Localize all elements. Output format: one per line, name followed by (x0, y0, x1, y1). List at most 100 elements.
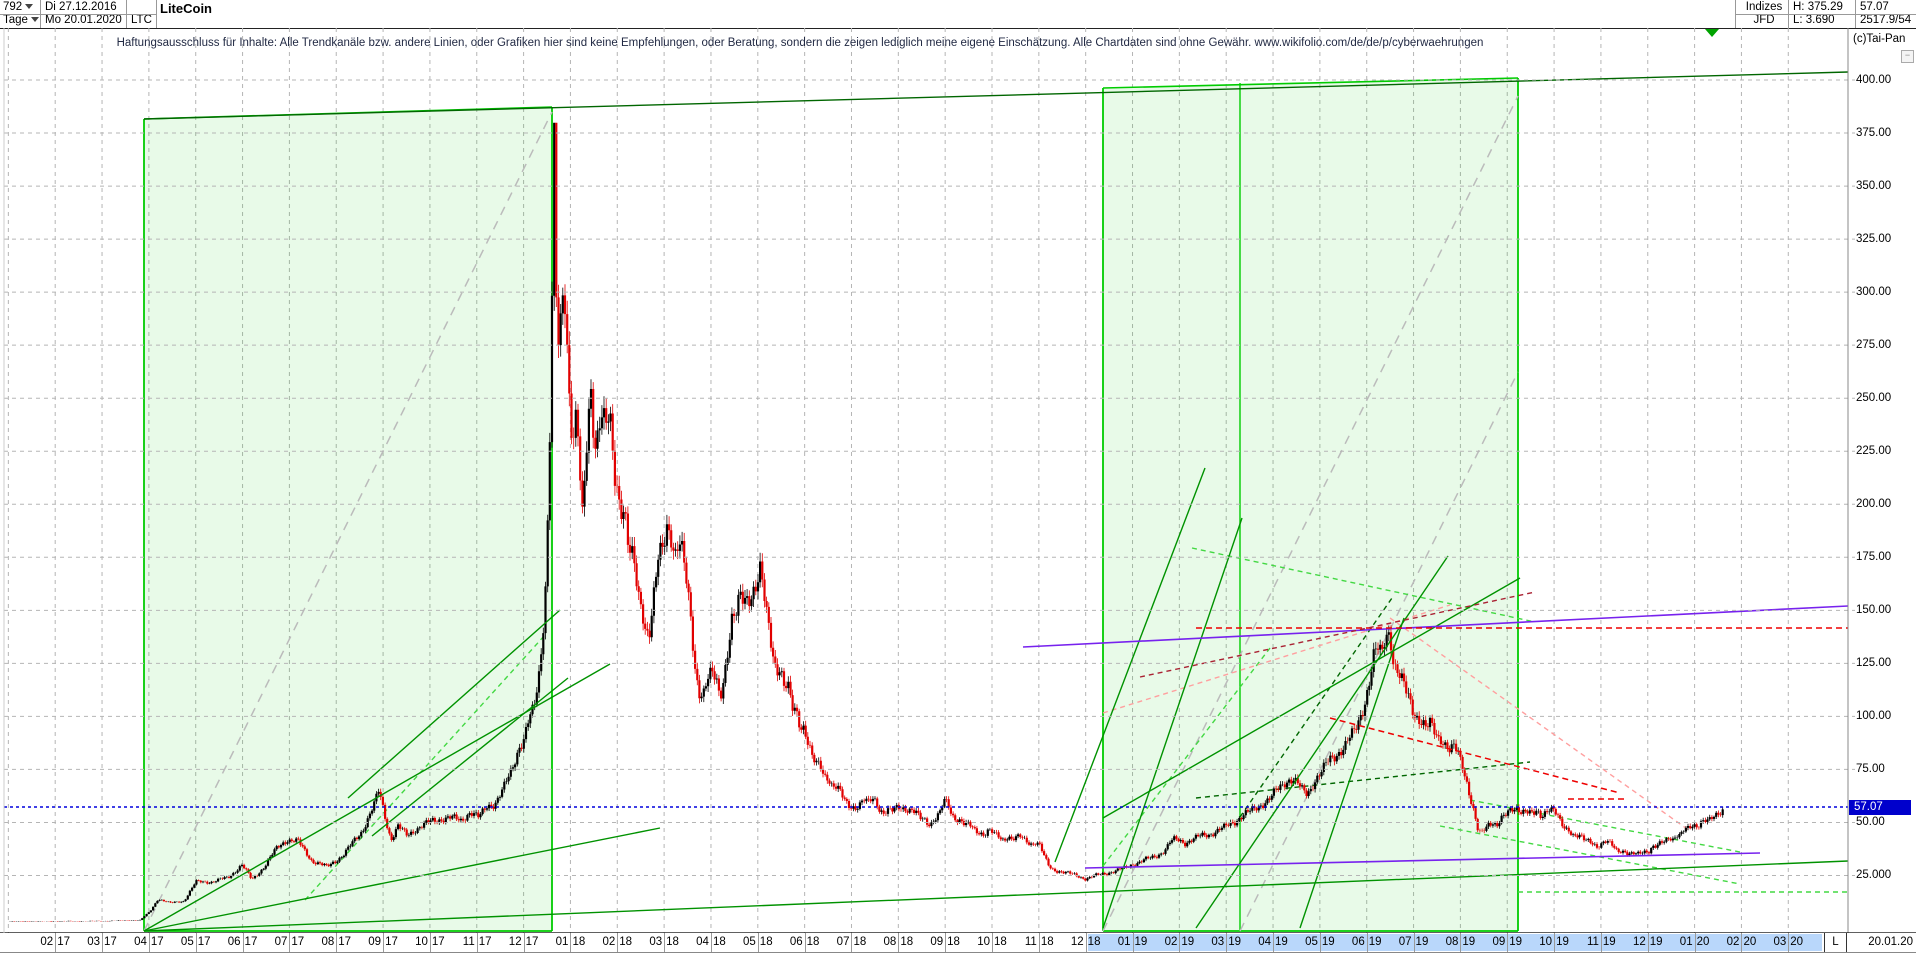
month-tick (1038, 933, 1040, 952)
month-tick (992, 933, 993, 952)
month-tick (710, 933, 712, 952)
month-tick (429, 933, 431, 952)
month-label: 12 18 (1070, 936, 1101, 948)
month-tick (476, 933, 478, 952)
month-tick (1694, 933, 1696, 952)
month-tick (336, 933, 338, 952)
low-value: L: 3.690 (1793, 14, 1835, 26)
range-info-value: 2517.9/54 (1860, 14, 1912, 26)
month-label: 02 19 (1164, 936, 1195, 948)
month-label: 03 19 (1211, 936, 1241, 948)
month-tick (804, 933, 806, 952)
month-label: 06 19 (1351, 936, 1382, 948)
price-axis-label: 100.00 (1856, 710, 1892, 723)
symbol-code: LTC (131, 14, 152, 26)
month-tick (1460, 933, 1462, 952)
month-label: 09 17 (368, 936, 398, 948)
month-label: 08 19 (1445, 936, 1476, 948)
axis-collapse-button[interactable]: − (1901, 50, 1914, 63)
month-tick (523, 933, 525, 952)
month-tick (664, 933, 666, 952)
month-label: 09 18 (930, 936, 960, 948)
month-label: 02 17 (40, 936, 70, 948)
month-tick (1319, 933, 1321, 952)
price-axis-label: 350.00 (1856, 180, 1892, 193)
month-label: 06 18 (789, 936, 820, 948)
month-tick (1085, 933, 1087, 952)
month-tick (1788, 933, 1790, 952)
month-tick (1554, 933, 1556, 952)
last-date-label: 20.01.20 (1868, 936, 1913, 948)
price-axis-label: 225.00 (1856, 445, 1892, 458)
price-axis-label: 375.00 (1856, 127, 1892, 140)
provider-label: JFD (1753, 14, 1775, 26)
month-tick (851, 933, 853, 952)
month-label: 08 17 (321, 936, 352, 948)
price-axis-label: 250.00 (1856, 392, 1892, 405)
month-tick (945, 933, 947, 952)
start-date: Di 27.12.2016 (45, 1, 117, 13)
month-label: 07 19 (1398, 936, 1429, 948)
month-tick (1507, 933, 1509, 952)
copyright-label: (c)Tai-Pan (1853, 33, 1906, 45)
month-tick (242, 933, 244, 952)
month-label: 04 18 (696, 936, 726, 948)
month-label: 01 19 (1117, 936, 1148, 948)
price-axis-label: 300.00 (1856, 286, 1892, 299)
price-axis-label: 150.00 (1856, 604, 1892, 617)
price-axis-label: 25.000 (1856, 869, 1892, 882)
visible-range-scrollbar[interactable] (1088, 934, 1822, 951)
month-label: 02 18 (602, 936, 633, 948)
group-label: Indizes (1745, 1, 1783, 13)
month-label: 05 19 (1305, 936, 1335, 948)
month-tick (102, 933, 104, 952)
month-label: 01 18 (555, 936, 586, 948)
month-tick (1741, 933, 1743, 952)
month-label: 12 19 (1632, 936, 1663, 948)
month-label: 03 20 (1773, 936, 1804, 948)
month-label: 11 18 (1024, 936, 1054, 948)
last-label: L (1824, 933, 1847, 952)
price-axis-label: 200.00 (1856, 498, 1892, 511)
month-label: 10 18 (977, 936, 1007, 948)
month-label: 04 19 (1258, 936, 1288, 948)
month-label: 07 18 (836, 936, 867, 948)
chart-header: 792 Tage Di 27.12.2016 Mo 20.01.2020 LTC… (0, 0, 1916, 29)
price-axis-label: 400.00 (1856, 74, 1892, 86)
month-tick (1647, 933, 1649, 952)
chevron-down-icon (30, 17, 39, 23)
month-label: 03 18 (649, 936, 679, 948)
month-tick (148, 933, 150, 952)
bars-count-dropdown[interactable]: 792 (0, 1, 42, 14)
month-label: 08 18 (883, 936, 914, 948)
month-tick (1366, 933, 1368, 952)
month-label: 05 18 (743, 936, 773, 948)
disclaimer-text: Haftungsausschluss für Inhalte: Alle Tre… (116, 37, 1484, 49)
price-axis-label: 125.00 (1856, 657, 1892, 670)
price-axis-label: 75.00 (1856, 763, 1885, 776)
month-tick (1179, 933, 1181, 952)
end-date: Mo 20.01.2020 (45, 14, 122, 26)
month-tick (1600, 933, 1602, 952)
month-label: 06 17 (227, 936, 258, 948)
month-label: 04 17 (134, 936, 164, 948)
month-tick (1413, 933, 1415, 952)
last-price-value: 57.07 (1860, 1, 1889, 13)
high-value: H: 375.29 (1793, 1, 1843, 13)
month-label: 10 19 (1539, 936, 1569, 948)
month-label: 01 20 (1679, 936, 1710, 948)
price-axis-label: 175.00 (1856, 551, 1892, 564)
timeframe-dropdown[interactable]: Tage (0, 14, 42, 27)
month-label: 12 17 (508, 936, 539, 948)
month-label: 10 17 (415, 936, 445, 948)
chevron-down-icon (25, 4, 34, 10)
bar-marker-icon (1705, 29, 1719, 37)
month-label: 03 17 (87, 936, 117, 948)
month-tick (289, 933, 291, 952)
month-tick (55, 933, 57, 952)
month-tick (1273, 933, 1275, 952)
month-tick (757, 933, 759, 952)
month-label: 11 17 (462, 936, 492, 948)
